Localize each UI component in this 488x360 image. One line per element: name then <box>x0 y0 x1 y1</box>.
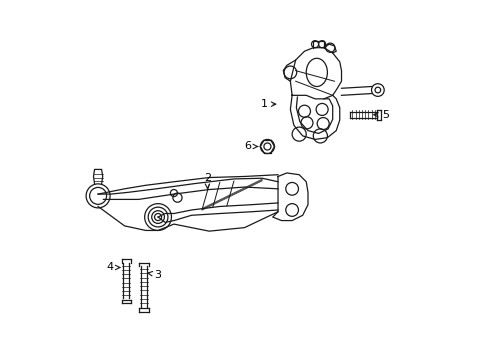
Text: 4: 4 <box>106 262 120 273</box>
Text: 1: 1 <box>260 99 275 109</box>
Text: 6: 6 <box>244 141 257 152</box>
Text: 3: 3 <box>148 270 161 280</box>
Text: 2: 2 <box>203 173 211 189</box>
Text: 5: 5 <box>373 110 388 120</box>
